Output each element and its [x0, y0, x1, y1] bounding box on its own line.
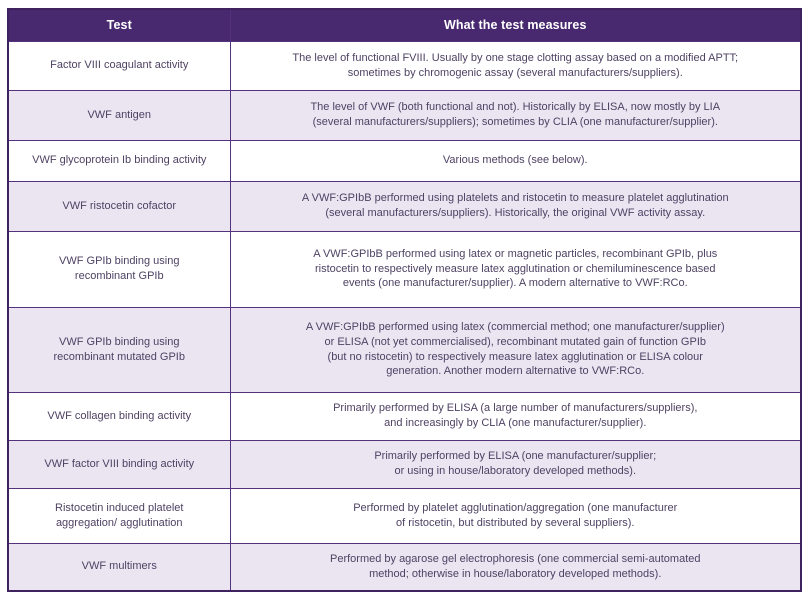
measures-cell: The level of VWF (both functional and no… [229, 89, 802, 141]
measures-cell: The level of functional FVIII. Usually b… [229, 40, 802, 91]
measures-cell: A VWF:GPIbB performed using latex or mag… [229, 230, 802, 308]
measures-cell: A VWF:GPIbB performed using latex (comme… [229, 306, 802, 393]
test-cell: VWF factor VIII binding activity [7, 439, 231, 489]
header-cell-test: Test [7, 8, 231, 42]
test-methods-table: Test What the test measures Factor VIII … [7, 8, 802, 592]
measures-cell: A VWF:GPIbB performed using platelets an… [229, 180, 802, 232]
table-row: Ristocetin induced platelet aggregation/… [7, 487, 802, 544]
table-row: VWF collagen binding activity Primarily … [7, 391, 802, 441]
table-header: Test What the test measures [7, 8, 802, 42]
measures-cell: Primarily performed by ELISA (one manufa… [229, 439, 802, 489]
measures-cell: Various methods (see below). [229, 139, 802, 182]
table-row: VWF GPIb binding using recombinant GPIb … [7, 230, 802, 308]
table-row: VWF ristocetin cofactor A VWF:GPIbB perf… [7, 180, 802, 232]
test-cell: VWF glycoprotein Ib binding activity [7, 139, 231, 182]
measures-cell: Performed by platelet agglutination/aggr… [229, 487, 802, 544]
table-body: Factor VIII coagulant activity The level… [7, 40, 802, 592]
test-cell: Factor VIII coagulant activity [7, 40, 231, 91]
test-methods-table-container: Test What the test measures Factor VIII … [7, 8, 802, 592]
header-row: Test What the test measures [7, 8, 802, 42]
table-row: VWF GPIb binding using recombinant mutat… [7, 306, 802, 393]
table-row: VWF antigen The level of VWF (both funct… [7, 89, 802, 141]
test-cell: VWF collagen binding activity [7, 391, 231, 441]
table-row: VWF factor VIII binding activity Primari… [7, 439, 802, 489]
measures-cell: Primarily performed by ELISA (a large nu… [229, 391, 802, 441]
test-cell: VWF GPIb binding using recombinant mutat… [7, 306, 231, 393]
test-cell: Ristocetin induced platelet aggregation/… [7, 487, 231, 544]
test-cell: VWF GPIb binding using recombinant GPIb [7, 230, 231, 308]
header-cell-measures: What the test measures [229, 8, 802, 42]
table-row: Factor VIII coagulant activity The level… [7, 40, 802, 91]
test-cell: VWF multimers [7, 542, 231, 592]
table-row: VWF multimers Performed by agarose gel e… [7, 542, 802, 592]
test-cell: VWF ristocetin cofactor [7, 180, 231, 232]
measures-cell: Performed by agarose gel electrophoresis… [229, 542, 802, 592]
table-row: VWF glycoprotein Ib binding activity Var… [7, 139, 802, 182]
test-cell: VWF antigen [7, 89, 231, 141]
